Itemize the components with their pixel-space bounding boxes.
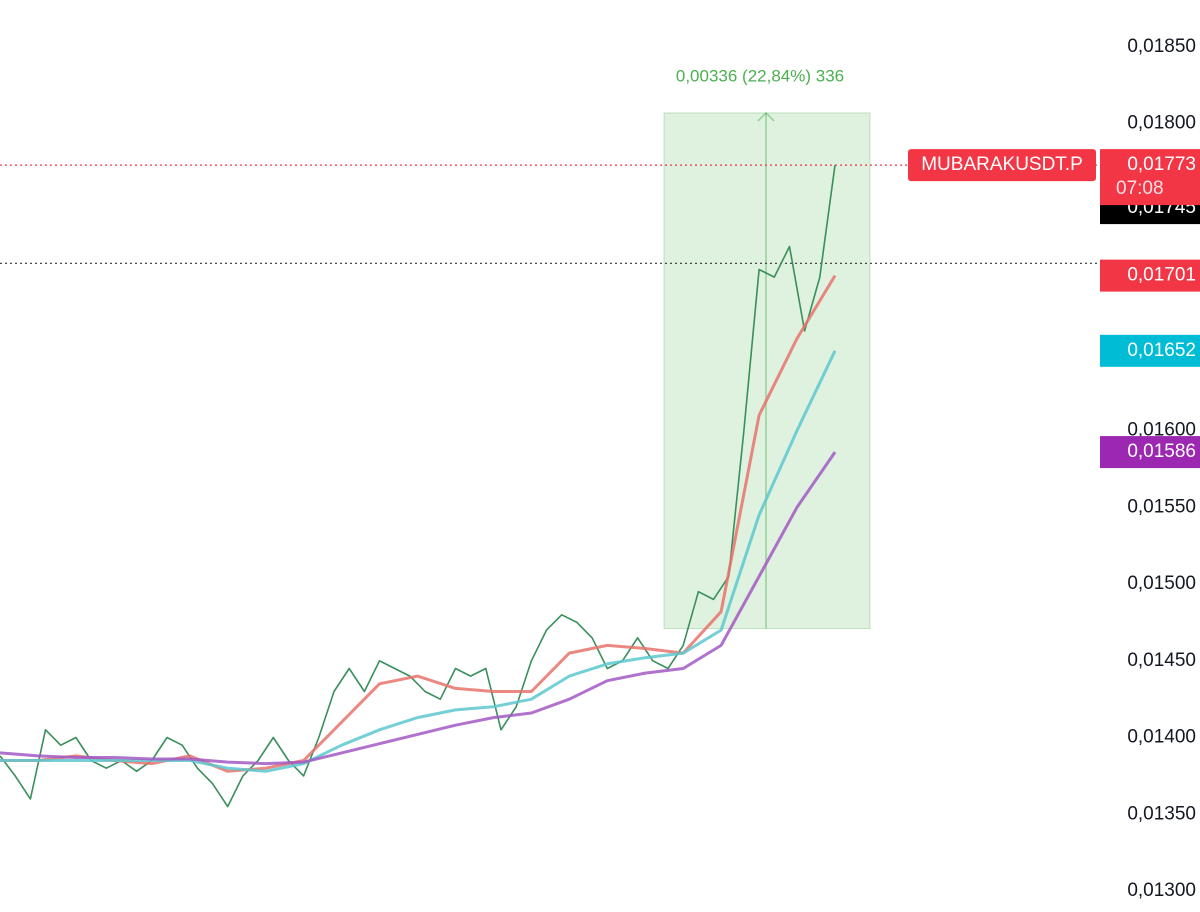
countdown: 07:08 — [1116, 178, 1164, 199]
y-tick-label: 0,01500 — [1127, 573, 1196, 594]
y-tick-label: 0,01600 — [1127, 420, 1196, 441]
price-label-box — [1100, 259, 1200, 292]
price-label-box — [1100, 334, 1200, 367]
price-label-box — [1100, 436, 1200, 469]
measure-arrowhead — [757, 111, 775, 122]
symbol-label: MUBARAKUSDT.P — [921, 154, 1083, 175]
moving-average — [0, 451, 837, 766]
moving-average — [0, 350, 837, 773]
price-label-box — [1100, 149, 1200, 206]
y-tick-label: 0,01450 — [1127, 650, 1196, 671]
y-tick-label: 0,01850 — [1127, 36, 1196, 57]
y-tick-label: 0,01300 — [1127, 880, 1196, 901]
price-label: 0,01773 — [1127, 154, 1196, 175]
price-line-series — [0, 164, 836, 808]
y-tick-label: 0,01550 — [1127, 496, 1196, 517]
measure-label: 0,00336 (22,84%) 336 — [676, 66, 844, 85]
price-label: 0,01652 — [1127, 340, 1196, 361]
measure-box — [663, 112, 871, 630]
y-tick-label: 0,01350 — [1127, 803, 1196, 824]
moving-average — [0, 274, 837, 773]
y-tick-label: 0,01800 — [1127, 113, 1196, 134]
price-label: 0,01586 — [1127, 441, 1196, 462]
y-tick-label: 0,01400 — [1127, 727, 1196, 748]
symbol-box — [908, 149, 1096, 182]
price-label: 0,01701 — [1127, 265, 1196, 286]
